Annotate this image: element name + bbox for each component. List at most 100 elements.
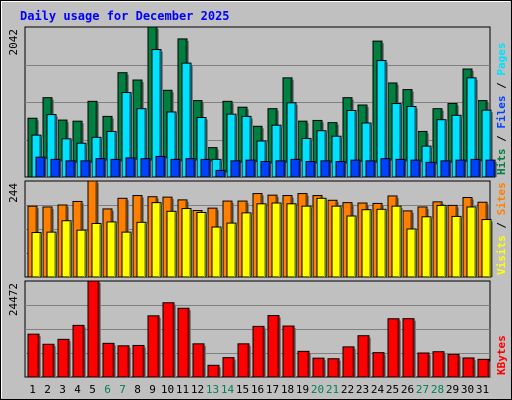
bar-bottom-kbytes-day-6 [102, 342, 116, 378]
bar-middle-sites-day-27 [421, 216, 433, 278]
bar-face [387, 318, 400, 378]
legend-part-3: / [495, 76, 508, 96]
x-tick-label-day-2: 2 [44, 383, 51, 396]
bar-face [31, 232, 42, 278]
bar-bottom-kbytes-day-19 [297, 350, 311, 378]
x-tick-label-day-28: 28 [431, 383, 444, 396]
bar-face [80, 160, 91, 178]
x-tick-label-day-17: 17 [266, 383, 279, 396]
panel-top-y-max-label: 2042 [7, 29, 20, 56]
bar-face [406, 228, 417, 278]
x-tick-label-day-23: 23 [356, 383, 369, 396]
bar-face [200, 158, 211, 178]
bar-middle-sites-day-29 [451, 215, 463, 278]
x-tick-label-day-15: 15 [236, 383, 249, 396]
bar-top-pages-day-20 [320, 160, 332, 178]
bar-middle-sites-day-11 [181, 208, 193, 278]
bar-top-pages-day-1 [35, 156, 47, 178]
bar-middle-sites-day-15 [241, 212, 253, 278]
bar-middle-sites-day-30 [466, 206, 478, 278]
x-tick-label-day-6: 6 [104, 383, 111, 396]
bar-face [477, 358, 490, 378]
bar-face [72, 324, 85, 378]
bar-top-pages-day-9 [155, 155, 167, 178]
bar-middle-sites-day-25 [391, 205, 403, 278]
bar-top-pages-day-28 [440, 160, 452, 178]
bar-middle-sites-day-16 [256, 203, 268, 278]
bar-face [106, 221, 117, 278]
bar-face [117, 345, 130, 378]
bar-face [410, 159, 421, 178]
bar-bottom-kbytes-day-7 [117, 345, 131, 378]
bar-bottom-kbytes-day-29 [447, 353, 461, 378]
bar-bottom-kbytes-day-28 [432, 351, 446, 378]
bar-top-pages-day-14 [230, 160, 242, 178]
bar-face [226, 222, 237, 278]
x-tick-label-day-10: 10 [161, 383, 174, 396]
bar-bottom-kbytes-day-1 [27, 333, 41, 378]
legend-part-0: KBytes [495, 335, 508, 375]
panel-top-legend: Hits / Files / Pages [495, 43, 508, 176]
panel-middle-y-max-label: 244 [7, 183, 20, 203]
bar-face [455, 159, 466, 178]
bar-face [440, 160, 451, 178]
bar-face [271, 202, 282, 278]
legend-part-1: / [495, 129, 508, 149]
bar-top-pages-day-31 [485, 159, 497, 178]
bar-face [50, 158, 61, 178]
bar-face [297, 350, 310, 378]
bar-bottom-kbytes-day-20 [312, 357, 326, 378]
bar-middle-sites-day-13 [211, 226, 223, 278]
bar-bottom-kbytes-day-31 [477, 358, 491, 378]
bar-face [230, 160, 241, 178]
bar-middle-sites-day-7 [121, 231, 133, 278]
bar-face [260, 161, 271, 178]
bar-top-pages-day-25 [395, 158, 407, 178]
bar-face [376, 208, 387, 278]
bar-middle-sites-day-5 [91, 222, 103, 278]
x-tick-label-day-16: 16 [251, 383, 264, 396]
bar-face [125, 157, 136, 178]
legend-part-2: Files [495, 96, 508, 129]
bar-bottom-kbytes-day-3 [57, 338, 71, 378]
bar-face [327, 358, 340, 378]
x-tick-label-day-24: 24 [371, 383, 385, 396]
bar-face [27, 333, 40, 378]
bar-bottom-kbytes-day-18 [282, 325, 296, 378]
bar-top-pages-day-22 [350, 159, 362, 178]
bar-bottom-kbytes-day-11 [177, 307, 191, 378]
bar-bottom-kbytes-day-13 [207, 364, 221, 378]
bar-middle-sites-day-19 [301, 205, 313, 278]
x-axis: 1 2 3 4 5 6 7 8 9 10 11 12 13 14 15 16 17 18 19 20 21 22 23 24 2… [29, 383, 489, 396]
x-tick-label-day-7: 7 [119, 383, 126, 396]
bar-face [222, 357, 235, 378]
bar-bottom-kbytes-day-2 [42, 343, 56, 378]
bar-face [286, 203, 297, 278]
bar-bottom-kbytes-day-15 [237, 343, 251, 378]
bar-face [470, 158, 481, 178]
x-tick-label-day-11: 11 [176, 383, 189, 396]
bar-face [447, 353, 460, 378]
bar-face [192, 343, 205, 378]
bar-face [196, 211, 207, 278]
bar-middle-sites-day-2 [46, 231, 58, 278]
x-tick-label-day-14: 14 [221, 383, 235, 396]
bar-face [110, 158, 121, 178]
bar-face [357, 335, 370, 378]
bar-middle-sites-day-22 [346, 215, 358, 278]
bar-middle-sites-day-14 [226, 222, 238, 278]
x-tick-label-day-4: 4 [74, 383, 81, 396]
bar-top-pages-day-4 [80, 160, 92, 178]
bar-middle-sites-day-6 [106, 221, 118, 278]
bar-top-pages-day-21 [335, 161, 347, 178]
bar-face [35, 156, 46, 178]
bar-middle-sites-day-4 [76, 229, 88, 278]
bar-top-pages-day-5 [95, 158, 107, 178]
bar-face [162, 302, 175, 378]
bar-top-pages-day-18 [290, 158, 302, 178]
bar-face [121, 231, 132, 278]
bar-top-pages-day-23 [365, 160, 377, 178]
x-tick-label-day-30: 30 [461, 383, 474, 396]
bar-middle-sites-day-1 [31, 232, 43, 278]
